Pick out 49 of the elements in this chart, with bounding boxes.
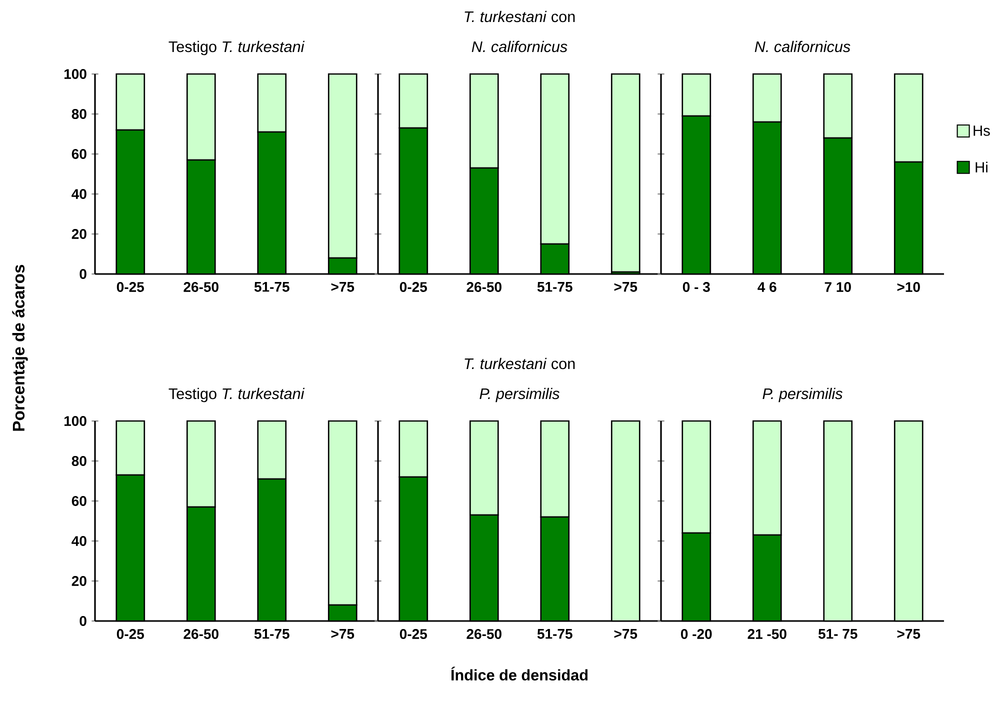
chart-title: P. persimilis: [762, 388, 842, 402]
chart-subtitle: P. persimilis: [480, 388, 560, 402]
y-tick-label: 100: [64, 416, 86, 426]
x-tick-label: >75: [897, 629, 920, 639]
x-tick-label: 26-50: [184, 629, 218, 639]
chart-title: T. turkestani con: [464, 358, 575, 370]
x-tick-label: >10: [897, 282, 920, 292]
chart-subtitle: N. californicus: [472, 40, 568, 52]
chart-title: Testigo T. turkestani: [168, 388, 305, 402]
x-tick-label: 51- 75: [818, 629, 858, 639]
x-tick-label: >75: [614, 629, 638, 639]
x-tick-label: >75: [331, 629, 354, 639]
x-tick-label: 51-75: [537, 282, 572, 292]
y-tick-label: 100: [64, 69, 86, 79]
y-tick-label: 60: [72, 149, 86, 159]
x-tick-label: 0-25: [400, 282, 427, 292]
y-tick-label: 0: [80, 616, 86, 626]
y-tick-label: 80: [72, 109, 86, 119]
x-axis-title: Índice de densidad: [451, 666, 588, 681]
x-tick-label: 7 10: [824, 282, 851, 292]
y-tick-label: 40: [72, 189, 86, 199]
x-tick-label: >75: [614, 282, 638, 292]
legend-label: Hi: [976, 162, 988, 172]
y-tick-label: 80: [72, 456, 86, 466]
x-tick-label: 0 - 3: [682, 282, 710, 292]
chart-title: T. turkestani con: [464, 10, 575, 22]
y-tick-label: 0: [80, 269, 86, 279]
y-tick-label: 40: [72, 536, 86, 546]
x-tick-label: 0-25: [400, 629, 427, 639]
x-tick-label: >75: [331, 282, 354, 292]
x-tick-label: 51-75: [254, 629, 290, 639]
x-tick-label: 51-75: [254, 282, 290, 292]
y-tick-label: 60: [72, 496, 86, 506]
y-tick-label: 20: [72, 229, 86, 239]
x-tick-label: 21 -50: [748, 629, 786, 639]
x-tick-label: 0-25: [116, 282, 144, 292]
x-tick-label: 0-25: [116, 629, 144, 639]
chart-title: N. californicus: [754, 40, 850, 52]
x-tick-label: 26-50: [184, 282, 218, 292]
chart-title: Testigo T. turkestani: [168, 40, 305, 56]
y-tick-label: 20: [72, 576, 86, 586]
legend-label: Hs: [974, 126, 990, 136]
x-tick-label: 26-50: [466, 629, 502, 639]
bar: [610, 73, 640, 273]
y-axis-title: Porcentaje de ácaros: [12, 264, 28, 431]
x-tick-label: 26-50: [466, 282, 502, 292]
x-tick-label: 0 -20: [680, 629, 712, 639]
x-tick-label: 51-75: [537, 629, 572, 639]
x-tick-label: 4 6: [758, 282, 776, 292]
